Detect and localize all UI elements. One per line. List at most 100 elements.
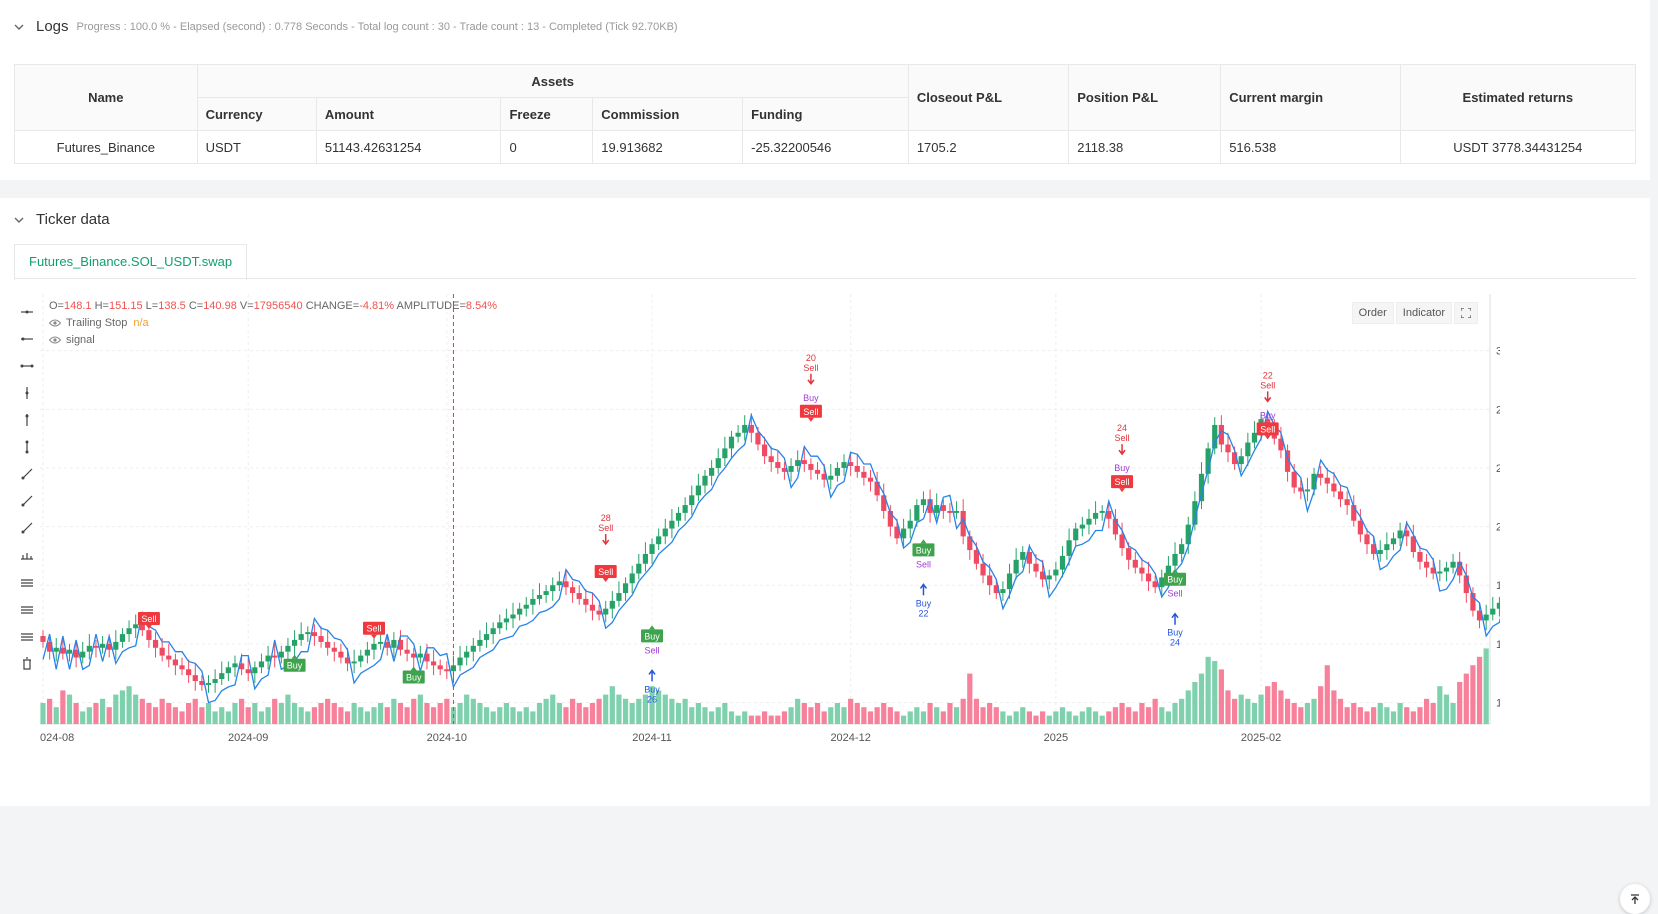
volume-bar [675, 703, 682, 724]
volume-bar [1470, 665, 1476, 724]
vertical-ray-tool[interactable] [14, 406, 40, 433]
order-button[interactable]: Order [1351, 302, 1394, 324]
segment-line-tool[interactable] [14, 514, 40, 541]
candle-body [788, 466, 794, 472]
candle-body [901, 528, 907, 539]
parallel-channel-tool[interactable] [14, 568, 40, 595]
buy-text: Buy [644, 684, 660, 694]
candle-body [1006, 573, 1013, 590]
volume-bar [1404, 707, 1410, 724]
price-label-tool[interactable] [14, 541, 40, 568]
volume-bar [940, 711, 946, 724]
eye-icon[interactable] [49, 319, 61, 327]
candle-body [1331, 483, 1337, 492]
sell-count-text: 20 [806, 353, 816, 363]
candle-body [298, 634, 304, 640]
price-label-icon [21, 552, 33, 560]
sell-label-pointer [807, 417, 814, 422]
ticker-header[interactable]: Ticker data [14, 211, 110, 228]
candle-body [1390, 538, 1397, 545]
sell-label: Sell [803, 407, 818, 417]
fullscreen-button[interactable] [1454, 302, 1478, 324]
volume-bar [186, 703, 192, 724]
delete-tool[interactable] [14, 649, 40, 676]
volume-bar [1040, 711, 1046, 724]
candle-body [550, 585, 556, 592]
candle-body [1099, 510, 1105, 513]
volume-bar [550, 694, 556, 724]
eye-icon[interactable] [49, 336, 61, 344]
legend-trailing-stop[interactable]: Trailing Stop n/a [49, 317, 149, 329]
col-header-returns: Estimated returns [1399, 64, 1637, 131]
volume-bar [437, 703, 443, 724]
candle-body [1377, 550, 1383, 554]
volume-bar [1179, 698, 1185, 724]
volume-bar [973, 698, 980, 724]
candle-body [265, 655, 271, 662]
horizontal-ray-tool[interactable] [14, 325, 40, 352]
volume-bar [761, 711, 768, 724]
volume-bar [874, 707, 880, 724]
sell-label-box [1256, 422, 1279, 436]
candle-body [285, 645, 291, 652]
buy-label-pointer [920, 539, 927, 544]
cell-name: Futures_Binance [14, 130, 198, 164]
sell-label-box [799, 404, 822, 418]
fib-tool-tool[interactable] [14, 595, 40, 622]
candle-body [1457, 561, 1463, 576]
candlestick-chart[interactable]: SellBuySellBuySell28SellBuySellBuy26Sell… [40, 294, 1549, 749]
candle-body [1371, 544, 1377, 554]
ohlc-readout: O=148.1 H=151.15 L=138.5 C=140.98 V=1795… [49, 300, 497, 312]
candle-body [1139, 567, 1145, 574]
horizontal-segment-tool[interactable] [14, 352, 40, 379]
volume-bar [199, 707, 205, 724]
trend-line-tool[interactable] [14, 460, 40, 487]
candle-body [1218, 424, 1224, 445]
candle-body [1238, 456, 1244, 465]
buy-label: Buy [287, 661, 303, 671]
candle-body [378, 641, 384, 644]
legend-signal[interactable]: signal [49, 334, 95, 346]
volume-bar [225, 711, 231, 724]
ticker-panel: Ticker data Futures_Binance.SOL_USDT.swa… [0, 198, 1650, 914]
vertical-segment-tool[interactable] [14, 433, 40, 460]
horizontal-line-tool[interactable] [14, 298, 40, 325]
candle-body [192, 675, 198, 681]
scroll-to-top-button[interactable] [1620, 884, 1650, 914]
sell-count-text: 28 [601, 513, 611, 523]
volume-bar [861, 707, 867, 724]
candle-body [768, 456, 774, 463]
candle-body [391, 639, 397, 648]
logs-header[interactable]: Logs Progress : 100.0 % - Elapsed (secon… [14, 18, 678, 35]
volume-bar [1423, 698, 1430, 724]
candle-body [364, 649, 370, 656]
candle-body [1304, 489, 1311, 492]
col-header-position: Position P&L [1068, 64, 1222, 131]
volume-bar [1324, 665, 1330, 724]
candle-body [291, 639, 298, 646]
volume-bar [695, 703, 701, 724]
volume-bar [616, 694, 622, 724]
buy-text: Buy [1167, 628, 1183, 638]
indicator-button[interactable]: Indicator [1395, 302, 1452, 324]
candle-body [556, 581, 562, 586]
candle-body [530, 598, 536, 605]
candle-body [510, 614, 516, 619]
grid-tool-tool[interactable] [14, 622, 40, 649]
volume-bar [649, 686, 655, 724]
arrow-up-icon [1631, 894, 1639, 904]
candle-body [1298, 487, 1304, 492]
ray-line-tool[interactable] [14, 487, 40, 514]
candle-body [490, 628, 496, 635]
volume-bar [490, 711, 496, 724]
chevron-down-icon[interactable] [14, 22, 24, 32]
change-value: -4.81% [359, 300, 395, 312]
volume-bar [1337, 698, 1344, 724]
tab-sol-usdt-swap[interactable]: Futures_Binance.SOL_USDT.swap [14, 244, 248, 281]
o-label: O= [49, 300, 64, 312]
vertical-line-tool[interactable] [14, 379, 40, 406]
chart-area[interactable]: Sell Buy Sell Buy Sell 28 Sell Buy Sell Buy 26 Sell… [40, 294, 1549, 754]
candle-body [424, 653, 430, 662]
chevron-down-icon[interactable] [14, 215, 24, 225]
volume-bar [642, 694, 649, 724]
